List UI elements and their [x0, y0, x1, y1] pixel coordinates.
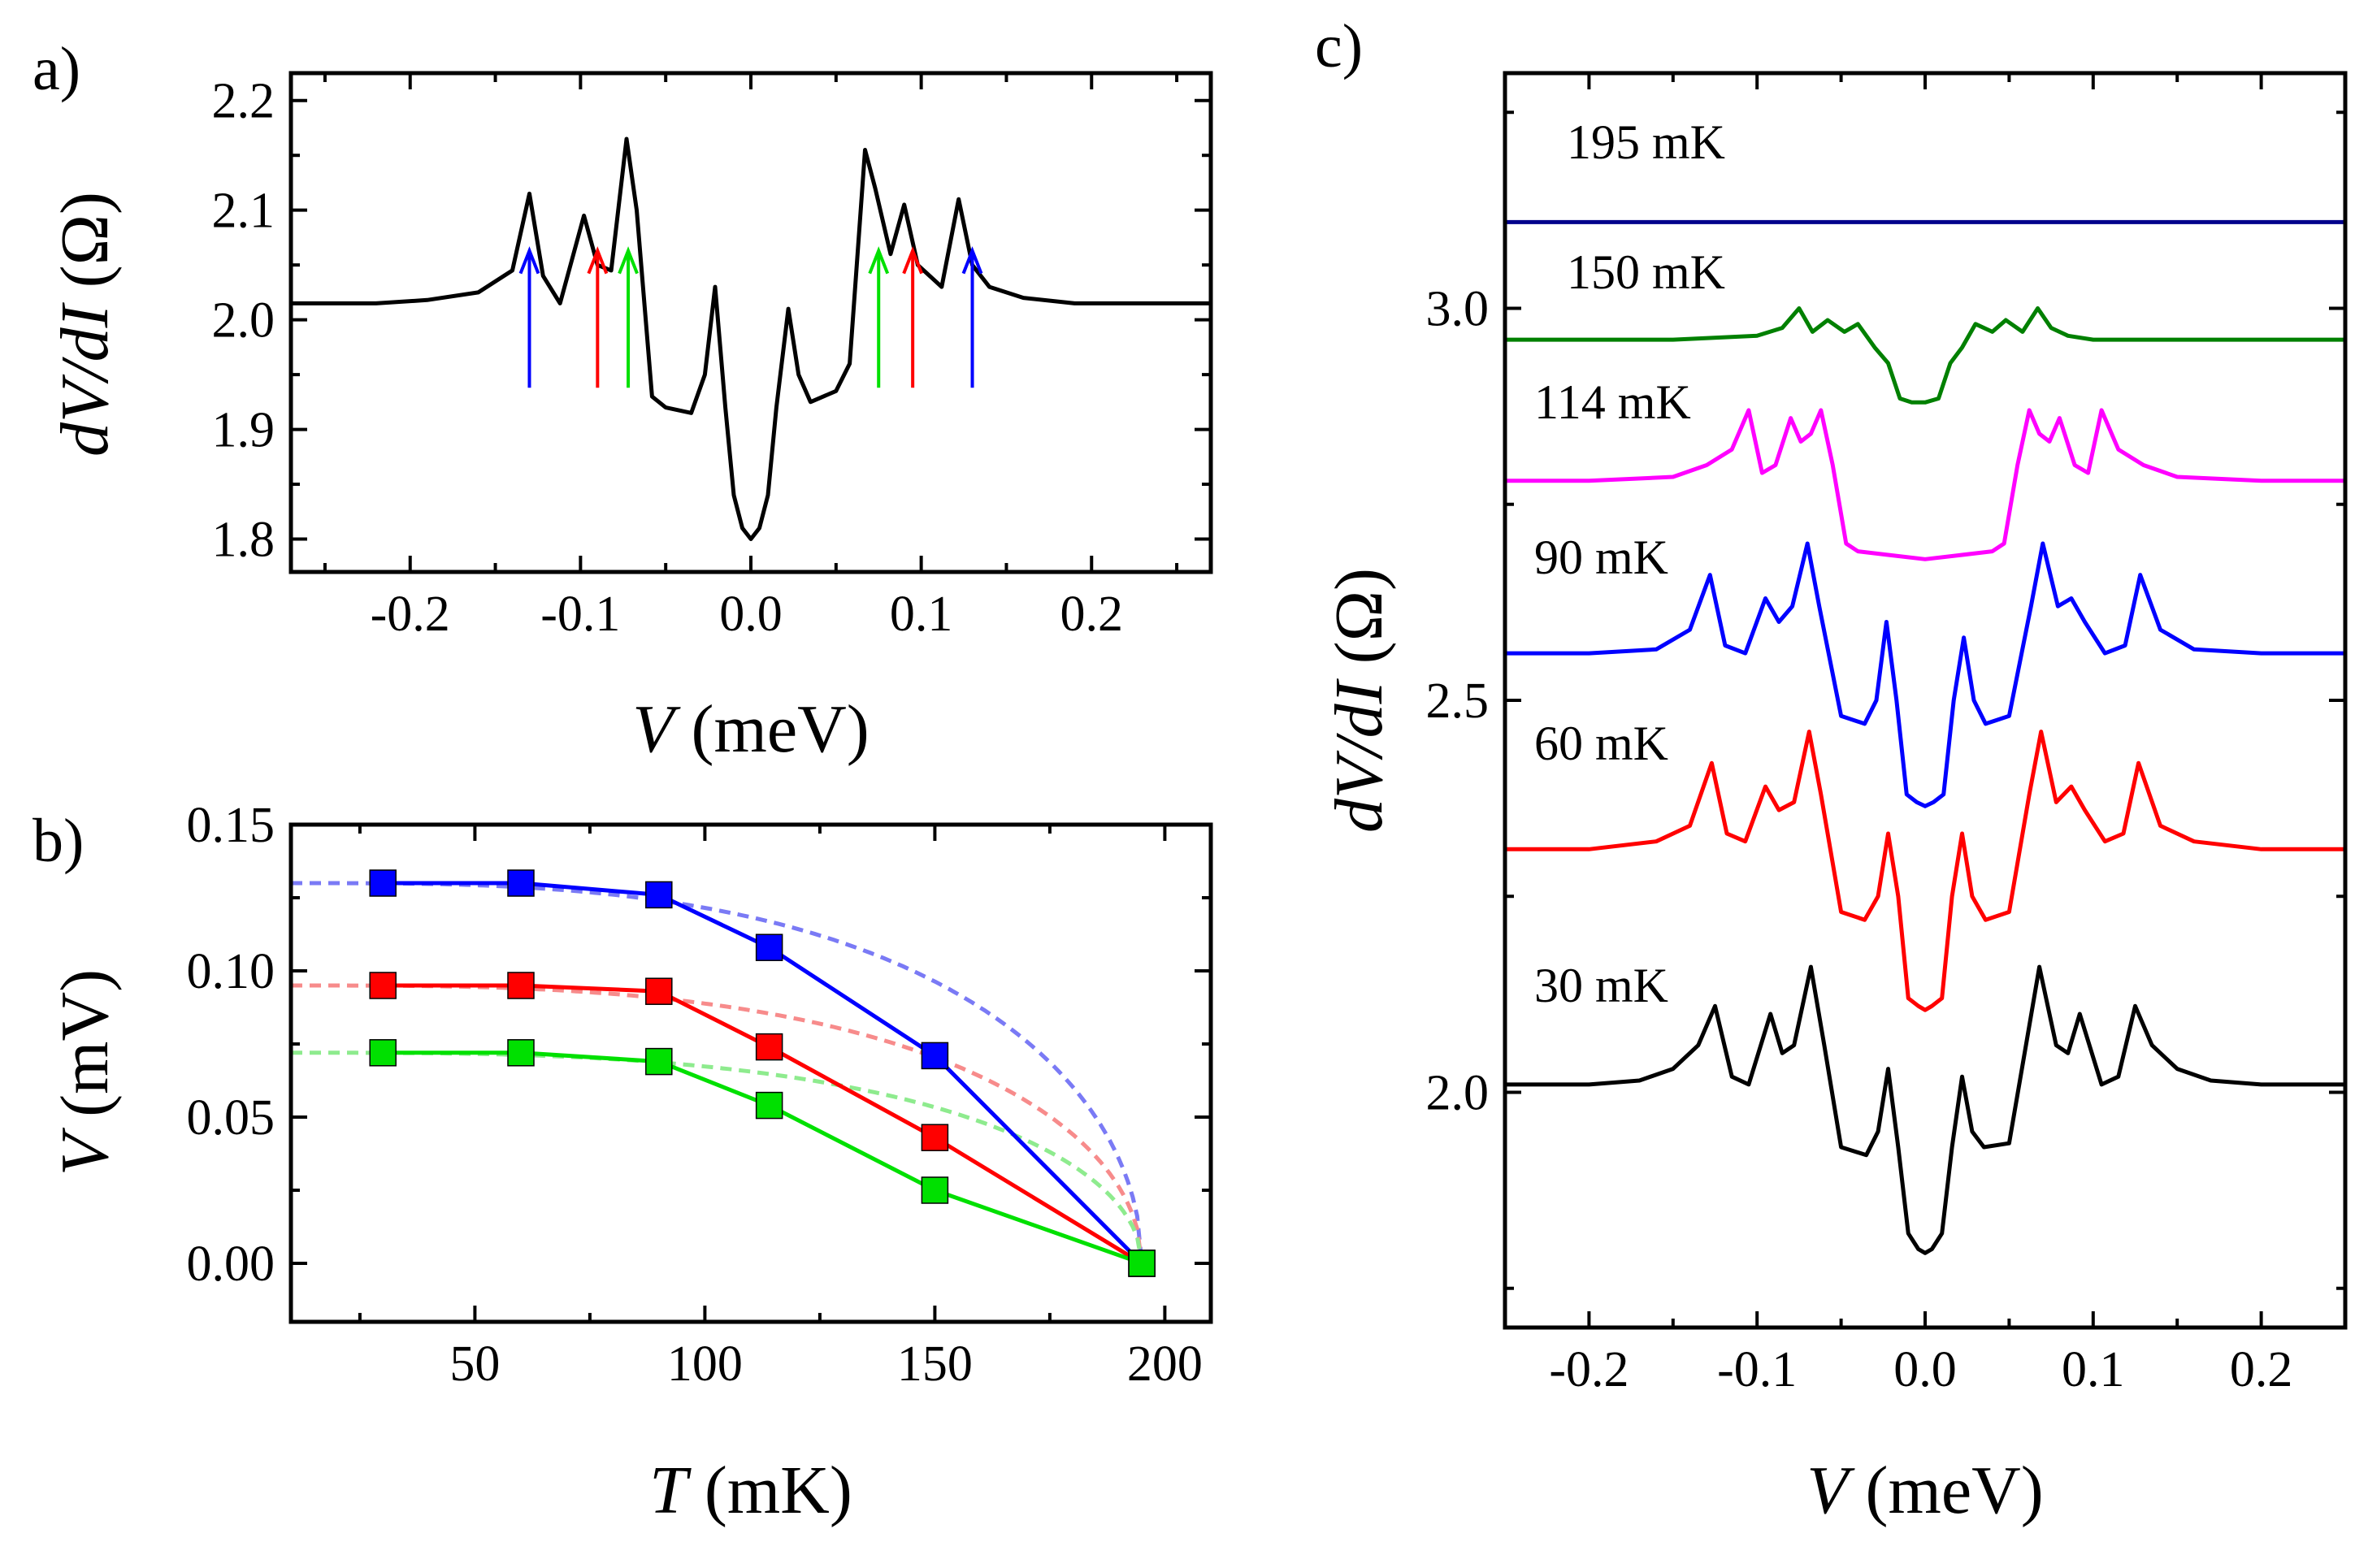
panel-b-fit-curve	[291, 983, 1144, 1264]
peak-arrow-head	[902, 246, 924, 275]
panel-b-point-green	[645, 1047, 673, 1076]
panel-c-xlabel: V (meV)	[1806, 1453, 2044, 1528]
peak-arrow-head	[518, 246, 540, 275]
panel-b-point-blue	[921, 1042, 949, 1070]
panel-a: a) -0.2 -0.1 0.0 0.1 0.2 1.8 1.9 2.0 2.1 2.2 dV/d…	[33, 35, 1213, 767]
panel-a-frame	[288, 71, 1213, 574]
panel-a-xlabel: V (meV)	[632, 691, 870, 767]
panel-c-ylabel: dV/dI (Ω)	[1321, 568, 1397, 833]
panel-a-xtick-label: 0.0	[719, 587, 783, 642]
peak-arrow-head	[587, 246, 609, 275]
panel-c-curve-90mK	[1505, 541, 2345, 808]
panel-b-xtick-label: 100	[667, 1336, 743, 1392]
panel-b-point-blue	[645, 881, 673, 909]
panel-c-xtick-label: 0.0	[1893, 1342, 1957, 1397]
panel-c-temp-label: 90 mK	[1534, 531, 1668, 584]
panel-b-ylabel: V (mV)	[47, 969, 123, 1176]
panel-c-curve-60mK	[1505, 730, 2345, 1012]
panel-b-point-green	[507, 1039, 535, 1067]
panel-a-xtick-label: 0.2	[1060, 587, 1124, 642]
panel-c-temp-label: 60 mK	[1534, 717, 1668, 770]
panel-b-xtick-label: 150	[897, 1336, 973, 1392]
panel-b-xtick-label: 200	[1127, 1336, 1203, 1392]
panel-b-point-red	[645, 977, 673, 1005]
panel-b-ytick-label: 0.10	[187, 944, 275, 999]
panel-b-ytick-label: 0.00	[187, 1237, 275, 1292]
panel-b-point-green	[1128, 1250, 1156, 1277]
panel-b: b) 50 100 150 200 0.00 0.05 0.10 0.15 V (mV) T …	[33, 798, 1213, 1528]
panel-b-label: b)	[33, 807, 84, 875]
panel-b-frame	[288, 822, 1213, 1324]
peak-arrow-head	[618, 246, 639, 275]
panel-c-temp-label: 114 mK	[1534, 375, 1691, 429]
panel-c-ytick-label: 2.5	[1426, 674, 1490, 729]
panel-a-ytick-label: 2.2	[212, 74, 275, 129]
panel-b-fit-curve	[291, 881, 1144, 1264]
panel-c: c) -0.2 -0.1 0.0 0.1 0.2 2.0 2.5 3.0 195 mK 150 m…	[1315, 12, 2348, 1528]
panel-c-xtick-label: 0.2	[2230, 1342, 2293, 1397]
panel-c-temp-label: 150 mK	[1567, 245, 1725, 299]
panel-b-point-red	[507, 972, 535, 999]
panel-a-ylabel: dV/dI (Ω)	[47, 192, 123, 457]
panel-a-xtick-label: 0.1	[890, 587, 953, 642]
panel-b-xtick-label: 50	[449, 1336, 500, 1392]
panel-c-frame	[1503, 71, 2348, 1330]
panel-a-label: a)	[33, 35, 80, 103]
panel-b-point-blue	[507, 869, 535, 897]
panel-c-label: c)	[1315, 12, 1363, 80]
panel-a-plot: -0.2 -0.1 0.0 0.1 0.2 1.8 1.9 2.0 2.1 2.2	[212, 73, 1211, 642]
panel-c-temp-label: 195 mK	[1567, 115, 1725, 169]
peak-arrow-head	[961, 246, 983, 275]
panel-c-plot: -0.2 -0.1 0.0 0.1 0.2 2.0 2.5 3.0 195 mK 150 mK 11…	[1426, 73, 2345, 1397]
panel-b-plot: 50 100 150 200 0.00 0.05 0.10 0.15	[187, 798, 1211, 1392]
panel-b-point-green	[369, 1039, 397, 1067]
panel-c-xtick-label: -0.2	[1549, 1342, 1629, 1397]
panel-b-point-red	[755, 1033, 783, 1061]
panel-a-ytick-label: 2.0	[212, 293, 275, 349]
panel-b-line-blue	[383, 881, 1143, 1265]
panel-b-xlabel: T (mK)	[649, 1453, 852, 1528]
panel-c-curve-30mK	[1505, 964, 2345, 1255]
panel-c-ytick-label: 3.0	[1426, 282, 1490, 337]
panel-c-curve-150mK	[1505, 306, 2345, 405]
panel-b-line-red	[383, 983, 1143, 1266]
panel-b-point-green	[755, 1091, 783, 1120]
panel-b-ytick-label: 0.15	[187, 798, 275, 853]
peak-arrow-head	[868, 246, 890, 275]
panel-a-xtick-label: -0.2	[371, 587, 450, 642]
panel-b-point-green	[921, 1176, 949, 1204]
panel-c-xtick-label: -0.1	[1717, 1342, 1797, 1397]
panel-b-point-blue	[755, 933, 783, 961]
panel-c-xtick-label: 0.1	[2062, 1342, 2125, 1397]
panel-b-point-blue	[369, 869, 397, 897]
panel-a-ytick-label: 1.8	[212, 513, 275, 568]
panel-a-xtick-label: -0.1	[540, 587, 620, 642]
panel-b-ytick-label: 0.05	[187, 1090, 275, 1146]
panel-b-point-red	[369, 972, 397, 999]
panel-c-curve-114mK	[1505, 408, 2345, 561]
panel-b-point-red	[921, 1124, 949, 1151]
panel-c-ytick-label: 2.0	[1426, 1066, 1490, 1121]
panel-b-line-green	[383, 1050, 1143, 1266]
panel-a-curve-30mK	[291, 136, 1211, 541]
panel-c-temp-label: 30 mK	[1534, 959, 1668, 1012]
panel-a-ytick-label: 1.9	[212, 403, 275, 458]
panel-a-ytick-label: 2.1	[212, 184, 275, 239]
